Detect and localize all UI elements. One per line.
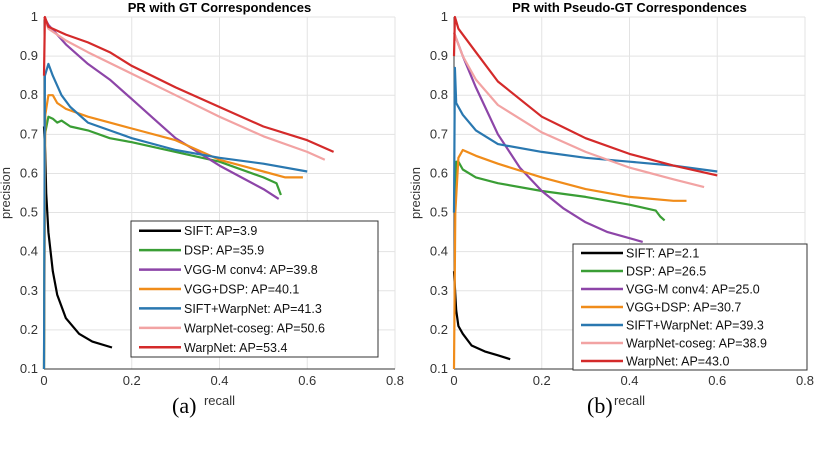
y-tick-label: 0.8 [430,87,448,102]
x-tick-label: 0.4 [210,373,228,388]
legend-entry: WarpNet-coseg: AP=38.9 [626,337,767,351]
series-line [42,126,113,349]
y-tick-label: 0.7 [20,126,38,141]
series-line [452,15,718,177]
caption-a: (a) [172,393,197,418]
legend-entry: DSP: AP=35.9 [184,244,264,258]
x-tick-label: 0.8 [796,373,814,388]
series-line [452,66,718,213]
y-tick-label: 0.9 [430,48,448,63]
legend-entry: VGG+DSP: AP=30.7 [626,301,741,315]
caption-b: (b) [587,393,613,418]
y-tick-label: 0.3 [430,283,448,298]
series-line [42,15,335,153]
legend-entry: SIFT: AP=2.1 [626,247,699,261]
legend-entry: SIFT: AP=3.9 [184,224,257,238]
series-line [452,32,705,189]
y-tick-label: 0.5 [430,205,448,220]
y-tick-label: 0.9 [20,48,38,63]
x-tick-label: 0.2 [123,373,141,388]
series-line [42,115,282,370]
series-line [42,94,303,370]
series-line [452,160,666,222]
y-tick-label: 0.3 [20,283,38,298]
series-line [42,62,308,370]
x-tick-label: 0 [40,373,47,388]
legend-entry: VGG-M conv4: AP=25.0 [626,283,760,297]
y-tick-label: 0.1 [20,361,38,376]
legend-entry: VGG+DSP: AP=40.1 [184,283,299,297]
x-tick-label: 0.6 [298,373,316,388]
y-tick-label: 1 [441,9,448,24]
y-tick-label: 0.1 [430,361,448,376]
y-tick-label: 0.2 [20,322,38,337]
legend-entry: SIFT+WarpNet: AP=39.3 [626,319,764,333]
series-line [452,148,687,370]
legend-entry: VGG-M conv4: AP=39.8 [184,263,318,277]
legend-entry: DSP: AP=26.5 [626,265,706,279]
legend-entry: SIFT+WarpNet: AP=41.3 [184,302,322,316]
y-axis-label: precision [0,167,13,219]
y-tick-label: 0.2 [430,322,448,337]
y-tick-label: 0.4 [20,244,38,259]
legend-entry: WarpNet-coseg: AP=50.6 [184,321,325,335]
y-tick-label: 0.7 [430,126,448,141]
x-tick-label: 0.2 [533,373,551,388]
x-tick-label: 0 [450,373,457,388]
y-tick-label: 0.8 [20,87,38,102]
legend-entry: WarpNet: AP=43.0 [626,355,729,369]
y-tick-label: 0.4 [430,244,448,259]
series-line [42,16,326,161]
x-tick-label: 0.6 [708,373,726,388]
chart-title: PR with Pseudo-GT Correspondences [512,0,747,15]
chart-title: PR with GT Correspondences [128,0,311,15]
x-tick-label: 0.8 [386,373,404,388]
y-tick-label: 0.6 [20,165,38,180]
x-axis-label: recall [614,393,645,408]
y-axis-label: precision [408,167,423,219]
y-tick-label: 0.5 [20,205,38,220]
series-line [452,32,643,243]
series-line [43,16,280,200]
x-axis-label: recall [204,393,235,408]
series-line [452,271,511,361]
legend-entry: WarpNet: AP=53.4 [184,341,287,355]
x-tick-label: 0.4 [620,373,638,388]
y-tick-label: 1 [31,9,38,24]
y-tick-label: 0.6 [430,165,448,180]
